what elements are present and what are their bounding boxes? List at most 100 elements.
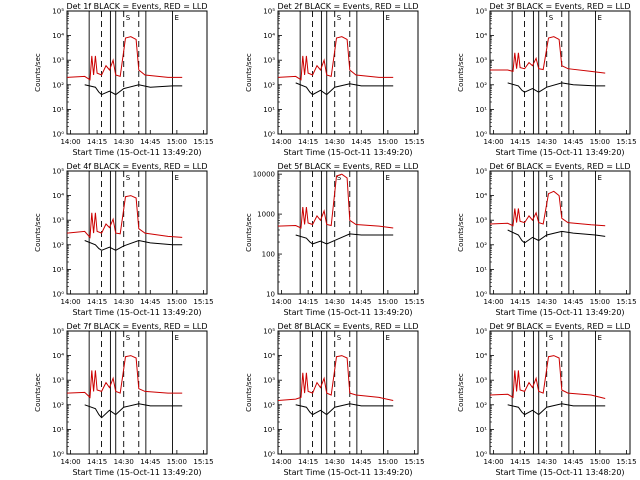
detector-panel-8: Det 8f BLACK = Events, RED = LLD Start Ti…: [245, 322, 425, 477]
y-tick-label: 10⁰: [52, 451, 64, 459]
x-tick-label: 14:45: [563, 458, 583, 466]
lld-series-line: [277, 355, 394, 401]
x-tick-label: 14:30: [325, 138, 345, 146]
x-tick-label: 14:00: [60, 458, 80, 466]
interval-start-marker: S: [337, 14, 342, 22]
y-tick-label: 10⁰: [475, 131, 487, 139]
detector-panel-6: Det 6f BLACK = Events, RED = LLD Start Ti…: [457, 162, 637, 317]
x-tick-label: 14:45: [563, 138, 583, 146]
x-tick-label: 15:00: [590, 298, 610, 306]
x-tick-label: 15:00: [167, 138, 187, 146]
plot-frame: [66, 330, 208, 455]
events-series-line: [295, 82, 394, 96]
x-tick-label: 14:15: [87, 458, 107, 466]
y-tick-label: 10⁴: [475, 192, 487, 200]
x-tick-label: 14:15: [298, 298, 318, 306]
y-tick-label: 10³: [52, 217, 64, 225]
x-tick-label: 15:15: [404, 298, 424, 306]
x-axis-label: Start Time (15-Oct-11 13:49:20): [495, 308, 624, 317]
y-tick-label: 10000: [253, 171, 275, 179]
y-tick-label: 10³: [475, 217, 487, 225]
y-tick-label: 10³: [475, 377, 487, 385]
y-tick-label: 10³: [52, 57, 64, 65]
events-series-line: [507, 82, 606, 93]
x-tick-label: 15:00: [378, 138, 398, 146]
events-series-line: [84, 403, 183, 419]
panel-title: Det 9f BLACK = Events, RED = LLD: [489, 322, 630, 331]
x-tick-label: 15:00: [590, 138, 610, 146]
y-tick-label: 10⁰: [475, 451, 487, 459]
x-tick-label: 14:00: [271, 138, 291, 146]
detector-panel-4: Det 4f BLACK = Events, RED = LLD Start Ti…: [34, 162, 214, 317]
y-tick-label: 10³: [475, 57, 487, 65]
y-tick-label: 100: [262, 251, 275, 259]
interval-start-marker: S: [549, 174, 554, 182]
y-tick-label: 10¹: [475, 106, 487, 114]
x-axis-label: Start Time (15-Oct-11 13:49:20): [283, 148, 412, 157]
x-tick-label: 14:15: [510, 458, 530, 466]
x-tick-label: 14:00: [60, 138, 80, 146]
y-tick-label: 10⁴: [475, 32, 487, 40]
interval-end-marker: E: [597, 174, 601, 182]
y-axis-label: Counts/sec: [457, 373, 465, 412]
x-tick-label: 14:15: [298, 138, 318, 146]
detector-panel-5: Det 5f BLACK = Events, RED = LLD Start Ti…: [245, 162, 425, 317]
interval-end-marker: E: [385, 14, 389, 22]
x-tick-label: 14:30: [114, 298, 134, 306]
y-tick-label: 10: [266, 291, 275, 299]
x-tick-label: 15:00: [378, 298, 398, 306]
x-tick-label: 14:45: [140, 458, 160, 466]
panel-title: Det 2f BLACK = Events, RED = LLD: [277, 2, 418, 11]
interval-start-marker: S: [337, 334, 342, 342]
y-tick-label: 10⁰: [52, 131, 64, 139]
y-tick-label: 10⁴: [52, 352, 64, 360]
interval-end-marker: E: [174, 174, 178, 182]
x-tick-label: 14:45: [140, 298, 160, 306]
y-tick-label: 10⁴: [52, 192, 64, 200]
x-tick-label: 15:15: [193, 298, 213, 306]
panel-title: Det 6f BLACK = Events, RED = LLD: [489, 162, 630, 171]
y-axis-label: Counts/sec: [34, 373, 42, 412]
lld-series-line: [66, 195, 183, 239]
panel-title: Det 1f BLACK = Events, RED = LLD: [66, 2, 207, 11]
y-tick-label: 10¹: [263, 106, 275, 114]
interval-start-marker: S: [126, 334, 131, 342]
x-tick-label: 14:30: [537, 138, 557, 146]
x-tick-label: 14:30: [325, 298, 345, 306]
x-axis-label: Start Time (15-Oct-11 13:49:20): [72, 308, 201, 317]
interval-start-marker: S: [549, 14, 554, 22]
x-tick-label: 14:30: [114, 138, 134, 146]
plot-frame: [489, 10, 631, 135]
interval-end-marker: E: [597, 334, 601, 342]
lld-series-line: [277, 36, 394, 81]
x-tick-label: 15:15: [193, 458, 213, 466]
y-tick-label: 1000: [257, 211, 275, 219]
x-tick-label: 14:30: [537, 298, 557, 306]
y-tick-label: 10²: [52, 81, 64, 89]
interval-start-marker: S: [337, 174, 342, 182]
x-tick-label: 14:45: [351, 458, 371, 466]
events-series-line: [84, 84, 183, 96]
y-tick-label: 10¹: [52, 426, 64, 434]
y-axis-label: Counts/sec: [34, 53, 42, 92]
y-tick-label: 10²: [263, 81, 275, 89]
interval-end-marker: E: [385, 334, 389, 342]
x-tick-label: 14:45: [351, 298, 371, 306]
y-tick-label: 10⁵: [52, 8, 64, 16]
y-tick-label: 10¹: [52, 106, 64, 114]
events-series-line: [84, 239, 183, 251]
y-tick-label: 10⁰: [263, 131, 275, 139]
x-axis-label: Start Time (15-Oct-11 13:49:20): [495, 148, 624, 157]
events-series-line: [507, 229, 606, 244]
x-tick-label: 15:00: [167, 298, 187, 306]
events-series-line: [295, 233, 394, 245]
y-tick-label: 10⁰: [52, 291, 64, 299]
x-tick-label: 14:45: [351, 138, 371, 146]
x-axis-label: Start Time (15-Oct-11 13:49:20): [72, 468, 201, 477]
interval-end-marker: E: [597, 14, 601, 22]
y-axis-label: Counts/sec: [245, 373, 253, 412]
x-tick-label: 15:00: [590, 458, 610, 466]
y-tick-label: 10¹: [263, 426, 275, 434]
x-tick-label: 14:00: [271, 298, 291, 306]
panel-title: Det 7f BLACK = Events, RED = LLD: [66, 322, 207, 331]
